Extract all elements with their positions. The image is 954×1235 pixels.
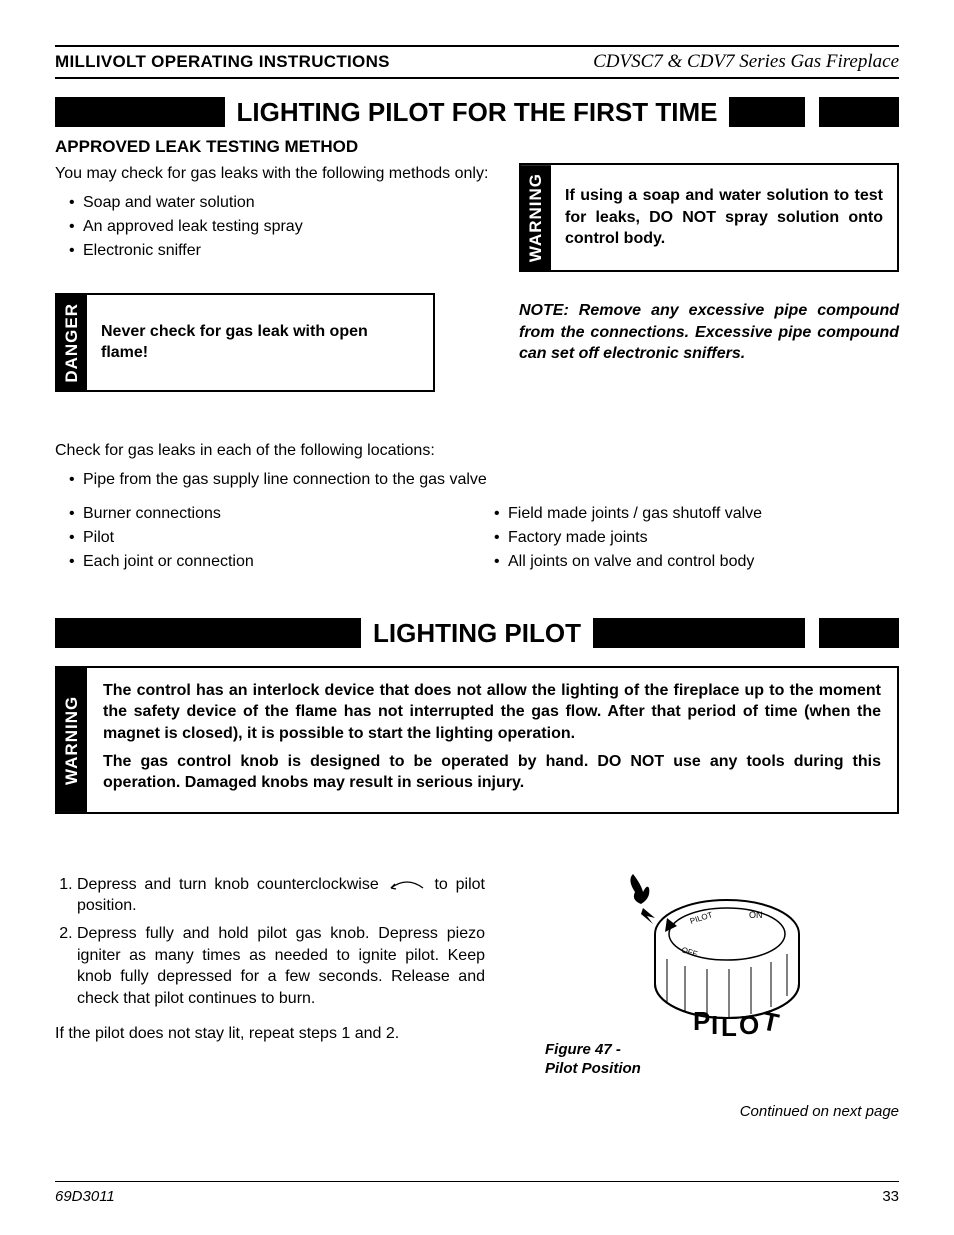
section-title: LIGHTING PILOT FOR THE FIRST TIME xyxy=(225,97,730,127)
arrow-icon xyxy=(641,908,655,924)
locations-columns: Burner connections Pilot Each joint or c… xyxy=(55,496,899,574)
footer-page-number: 33 xyxy=(882,1188,899,1205)
locations-left-list: Burner connections Pilot Each joint or c… xyxy=(55,502,474,574)
figure-column: ON PILOT OFF P I L O T Figure 47 - Pilot… xyxy=(515,874,899,1079)
pilot-big-label: O xyxy=(739,1010,759,1040)
header-section-title: MILLIVOLT OPERATING INSTRUCTIONS xyxy=(55,52,390,72)
warning-callout-soap: WARNING If using a soap and water soluti… xyxy=(519,163,899,272)
locations-right-list: Field made joints / gas shutoff valve Fa… xyxy=(494,502,899,574)
section-title-bar-lighting: LIGHTING PILOT xyxy=(55,618,899,648)
methods-list: Soap and water solution An approved leak… xyxy=(55,191,499,263)
warning-paragraph: The control has an interlock device that… xyxy=(103,680,881,745)
flame-icon xyxy=(630,874,649,904)
steps-column: Depress and turn knob counterclockwise t… xyxy=(55,874,485,1079)
warning-callout-interlock: WARNING The control has an interlock dev… xyxy=(55,666,899,814)
warning-paragraph: The gas control knob is designed to be o… xyxy=(103,751,881,794)
right-column: WARNING If using a soap and water soluti… xyxy=(519,163,899,392)
warning-label: WARNING xyxy=(57,668,87,812)
step-item: Depress and turn knob counterclockwise t… xyxy=(77,874,485,917)
section-title: LIGHTING PILOT xyxy=(361,618,593,648)
list-item: Burner connections xyxy=(83,502,474,526)
figure-caption: Figure 47 - Pilot Position xyxy=(545,1040,641,1079)
pilot-big-label: P xyxy=(693,1006,711,1036)
locations-top-list: Pipe from the gas supply line connection… xyxy=(55,468,899,492)
danger-label: DANGER xyxy=(57,295,87,391)
footer-doc-number: 69D3011 xyxy=(55,1188,115,1205)
steps-list: Depress and turn knob counterclockwise t… xyxy=(55,874,485,1010)
list-item: Factory made joints xyxy=(508,526,899,550)
left-column: You may check for gas leaks with the fol… xyxy=(55,163,499,392)
locations-intro: Check for gas leaks in each of the follo… xyxy=(55,440,899,462)
warning-label: WARNING xyxy=(521,165,551,270)
counterclockwise-arrow-icon xyxy=(387,879,427,891)
warning-body: The control has an interlock device that… xyxy=(87,668,897,812)
danger-text: Never check for gas leak with open flame… xyxy=(87,295,433,391)
list-item: Electronic sniffer xyxy=(83,239,499,263)
locations-block: Check for gas leaks in each of the follo… xyxy=(55,440,899,574)
two-column-layout: You may check for gas leaks with the fol… xyxy=(55,163,899,392)
pilot-big-label: L xyxy=(721,1012,737,1042)
section-title-bar-first-time: LIGHTING PILOT FOR THE FIRST TIME xyxy=(55,97,899,127)
pilot-big-label: I xyxy=(711,1010,718,1040)
list-item: Soap and water solution xyxy=(83,191,499,215)
repeat-instruction: If the pilot does not stay lit, repeat s… xyxy=(55,1025,485,1043)
pilot-knob-figure: ON PILOT OFF P I L O T xyxy=(597,874,817,1044)
list-item: Pipe from the gas supply line connection… xyxy=(83,468,899,492)
list-item: Each joint or connection xyxy=(83,550,474,574)
page-header: MILLIVOLT OPERATING INSTRUCTIONS CDVSC7 … xyxy=(55,45,899,79)
knob-on-label: ON xyxy=(749,910,763,920)
list-item: All joints on valve and control body xyxy=(508,550,899,574)
subheading-leak-testing: APPROVED LEAK TESTING METHOD xyxy=(55,137,899,157)
steps-row: Depress and turn knob counterclockwise t… xyxy=(55,874,899,1079)
note-pipe-compound: NOTE: Remove any excessive pipe compound… xyxy=(519,300,899,365)
step-item: Depress fully and hold pilot gas knob. D… xyxy=(77,923,485,1009)
warning-text: If using a soap and water solution to te… xyxy=(551,165,897,270)
continued-text: Continued on next page xyxy=(55,1103,899,1120)
intro-text: You may check for gas leaks with the fol… xyxy=(55,163,499,185)
list-item: Pilot xyxy=(83,526,474,550)
step-text: Depress and turn knob counterclockwise xyxy=(77,876,387,893)
danger-callout: DANGER Never check for gas leak with ope… xyxy=(55,293,435,393)
page-footer: 69D3011 33 xyxy=(55,1181,899,1205)
list-item: Field made joints / gas shutoff valve xyxy=(508,502,899,526)
list-item: An approved leak testing spray xyxy=(83,215,499,239)
header-product-name: CDVSC7 & CDV7 Series Gas Fireplace xyxy=(593,51,899,73)
